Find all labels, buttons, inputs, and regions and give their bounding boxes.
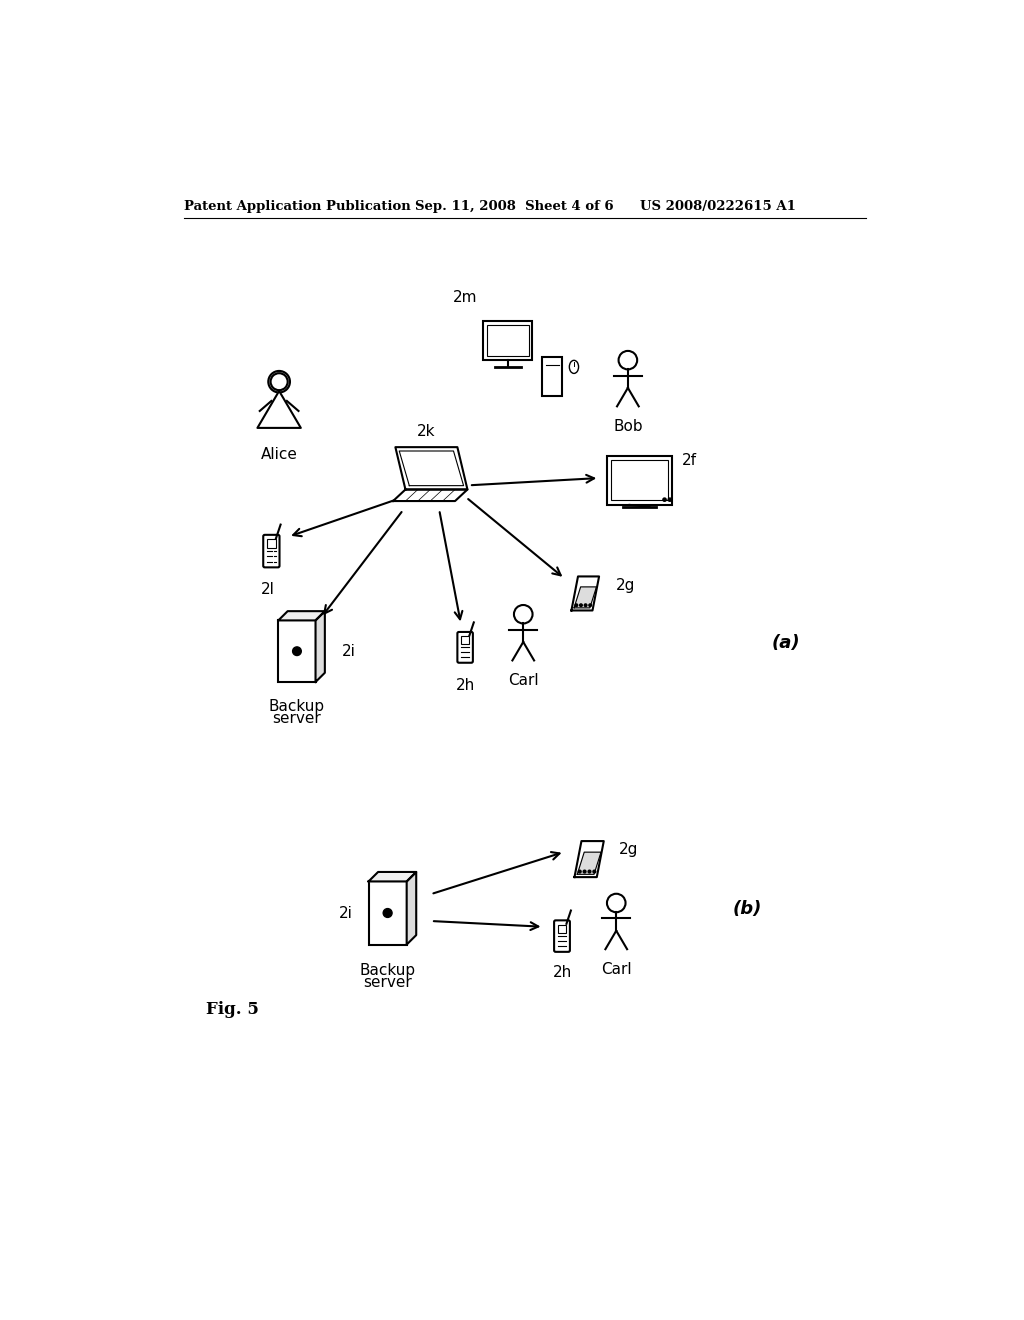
Text: 2l: 2l bbox=[260, 582, 274, 597]
Bar bbox=[611, 461, 668, 500]
Polygon shape bbox=[279, 611, 325, 620]
Polygon shape bbox=[315, 611, 325, 682]
Text: Backup: Backup bbox=[359, 964, 416, 978]
Polygon shape bbox=[393, 490, 467, 502]
Bar bbox=[279, 620, 315, 682]
Text: Alice: Alice bbox=[261, 447, 298, 462]
Polygon shape bbox=[574, 587, 596, 607]
Text: 2g: 2g bbox=[618, 842, 638, 858]
Bar bbox=[606, 455, 673, 506]
Bar bbox=[267, 540, 276, 548]
FancyBboxPatch shape bbox=[263, 535, 280, 568]
Text: Patent Application Publication: Patent Application Publication bbox=[183, 199, 411, 213]
Polygon shape bbox=[395, 447, 467, 490]
Circle shape bbox=[580, 605, 583, 607]
Circle shape bbox=[585, 605, 587, 607]
Text: 2f: 2f bbox=[682, 453, 697, 467]
Text: 2g: 2g bbox=[616, 578, 636, 593]
Bar bbox=[557, 925, 566, 933]
Circle shape bbox=[584, 870, 586, 873]
Text: Fig. 5: Fig. 5 bbox=[206, 1001, 258, 1018]
Ellipse shape bbox=[569, 360, 579, 374]
Circle shape bbox=[579, 870, 581, 873]
Polygon shape bbox=[574, 841, 604, 876]
Circle shape bbox=[293, 647, 301, 656]
Polygon shape bbox=[571, 577, 599, 610]
Polygon shape bbox=[369, 873, 416, 882]
Text: 2h: 2h bbox=[552, 965, 571, 981]
Bar bbox=[487, 325, 528, 356]
Bar bbox=[369, 882, 407, 945]
Bar bbox=[543, 358, 562, 396]
Text: 2i: 2i bbox=[342, 644, 355, 659]
Circle shape bbox=[589, 605, 592, 607]
Text: Backup: Backup bbox=[269, 700, 325, 714]
Polygon shape bbox=[407, 873, 416, 945]
Bar bbox=[461, 636, 469, 644]
Text: 2h: 2h bbox=[456, 678, 475, 693]
Polygon shape bbox=[578, 853, 601, 874]
Circle shape bbox=[270, 374, 288, 391]
Circle shape bbox=[268, 371, 290, 392]
Bar bbox=[483, 321, 532, 360]
Circle shape bbox=[668, 498, 672, 502]
Text: server: server bbox=[272, 711, 322, 726]
Text: Carl: Carl bbox=[601, 961, 632, 977]
Text: 2k: 2k bbox=[417, 425, 435, 440]
Text: US 2008/0222615 A1: US 2008/0222615 A1 bbox=[640, 199, 796, 213]
Polygon shape bbox=[257, 391, 301, 428]
Text: (b): (b) bbox=[732, 900, 762, 919]
Circle shape bbox=[383, 908, 392, 917]
Circle shape bbox=[663, 498, 667, 502]
FancyBboxPatch shape bbox=[458, 632, 473, 663]
Text: 2m: 2m bbox=[453, 289, 477, 305]
Circle shape bbox=[575, 605, 578, 607]
FancyBboxPatch shape bbox=[554, 920, 570, 952]
Text: (a): (a) bbox=[771, 635, 800, 652]
Text: Sep. 11, 2008  Sheet 4 of 6: Sep. 11, 2008 Sheet 4 of 6 bbox=[415, 199, 613, 213]
Circle shape bbox=[588, 870, 591, 873]
Text: 2i: 2i bbox=[339, 906, 352, 920]
Text: server: server bbox=[364, 975, 412, 990]
Text: Bob: Bob bbox=[613, 418, 643, 434]
Text: Carl: Carl bbox=[508, 673, 539, 688]
Circle shape bbox=[593, 870, 596, 873]
